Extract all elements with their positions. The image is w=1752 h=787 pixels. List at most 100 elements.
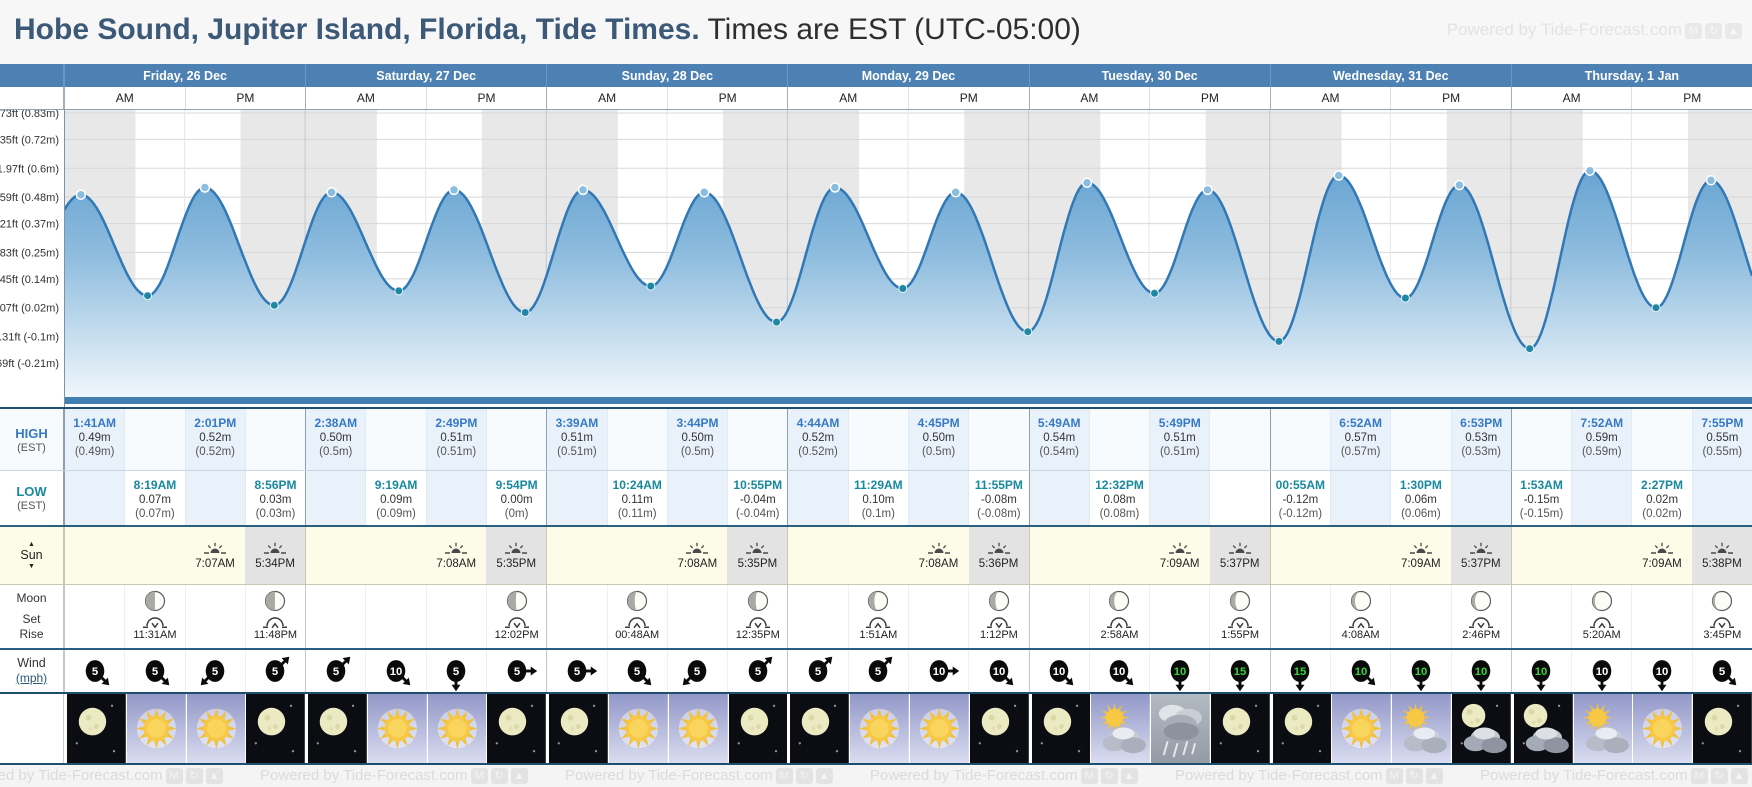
day-moon-group: 4:08AM 2:46PM [1269,585,1511,648]
moonset-time: 11:31AM [133,629,177,641]
day-wind-group: 10 10 10 15 [1028,650,1270,692]
day-moon-group: 1:51AM 1:12PM [787,585,1028,648]
moon-phase-icon [1229,590,1251,612]
day-header-cell: Tuesday, 30 Dec [1028,64,1270,87]
day-header-row: Friday, 26 Dec Saturday, 27 Dec Sunday, 28… [0,64,1752,87]
high-tide-cell: 6:53PM 0.53m (0.53m) [1450,409,1511,470]
sun-row-toggle[interactable]: ▲ Sun ▼ [20,541,42,570]
wind-speed: 5 [574,666,580,678]
wind-cell: 10 [1030,650,1089,692]
wind-speed: 10 [932,666,945,678]
wind-direction-arrow-icon: 5 [808,656,833,682]
sunrise-time: 7:08AM [918,558,959,570]
moon-cell [788,585,847,648]
tide-time: 2:27PM [1641,478,1684,492]
moon-cell [1512,585,1571,648]
tide-height: 0.52m [199,431,232,444]
wind-speed: 15 [1234,666,1247,678]
day-ampm-group: AM PM [1510,87,1752,109]
wind-cell: 5 [666,650,727,692]
weather-day-sunny-icon [367,694,427,763]
weather-day-sunny-icon [186,694,246,763]
wind-direction-arrow-icon: 5 [326,656,351,682]
moon-cell: 3:45PM [1691,585,1752,648]
moonset-time: 3:45PM [1703,629,1742,641]
weather-night-clear-icon [308,694,367,763]
wind-direction-arrow-icon: 5 [200,660,225,686]
weather-night-cloudy-icon [1513,694,1573,763]
sunset-time: 5:36PM [978,558,1019,570]
weather-day-partly-icon [1392,694,1452,763]
high-tide-cell: 5:49AM 0.54m (0.54m) [1029,409,1089,470]
am-label: AM [839,91,858,105]
high-tide-cell: 7:55PM 0.55m (0.55m) [1691,409,1752,470]
day-tide-group: 11:29AM 0.10m (0.1m) 11:55PM -0.08m (-0.08m) [787,471,1028,525]
wind-cell: 5 [727,650,787,692]
moonrise-time: 5:20AM [1582,629,1621,641]
tide-height: -0.12m [1282,493,1319,506]
weather-row-label-cell [0,694,64,763]
moon-phase-icon [1109,590,1130,612]
moon-cell: 5:20AM [1571,585,1631,648]
day-sun-group: 7:08AM 5:35PM [305,527,547,584]
weather-night-clear-icon [1210,694,1270,763]
day-tide-group: 10:24AM 0.11m (0.11m) 10:55PM -0.04m (-0.04m) [546,471,787,525]
wind-direction-arrow-icon: 10 [1049,660,1074,686]
weather-cell [908,694,969,763]
moon-phase-icon [988,590,1010,612]
wind-speed: 5 [755,666,761,678]
low-tide-cell [1450,471,1511,525]
weather-cell [366,694,427,763]
sunrise-time: 7:09AM [1159,558,1200,570]
day-wind-group: 5 5 5 5 [64,650,305,692]
watermark-badge-icon: ↻ [1705,22,1722,39]
watermark-badge-icon: M [1685,22,1702,39]
day-tide-group: 1:41AM 0.49m (0.49m) 2:01PM 0.52m (0.52m) [64,409,305,470]
watermark-badge-icon: ▲ [1425,768,1443,785]
weather-cell [849,694,909,763]
pm-label: PM [1149,87,1270,109]
moonset-time: 1:55PM [1221,629,1259,641]
weather-day-sunny-icon [126,694,186,763]
weather-cell [1572,694,1633,763]
sunrise-icon [1409,542,1432,554]
moon-cell [1631,585,1691,648]
moon-phase-icon [627,590,648,612]
moonset-icon [504,617,529,629]
tide-time: 7:55PM [1701,416,1744,430]
tide-height-alt: (0.07m) [135,507,175,520]
weather-night-clear-icon [1272,694,1332,763]
wind-units-link[interactable]: (mph) [15,671,48,685]
low-tide-cell [1571,471,1632,525]
wind-cell: 10 [1571,650,1631,692]
tide-height: 0.51m [560,431,593,444]
tide-height-alt: (0.08m) [1099,507,1140,520]
low-tide-cell: 8:56PM 0.03m (0.03m) [244,471,305,525]
wind-direction-arrow-icon: 5 [683,660,707,686]
am-label: AM [1321,91,1340,105]
tide-low-marker [1150,288,1159,298]
tide-height: 0.00m [500,493,533,506]
sunrise-cell: 7:07AM [185,527,245,584]
wind-direction-arrow-icon: 10 [1471,660,1491,692]
day-header-cell: Thursday, 1 Jan [1510,64,1752,87]
sunset-cell: 5:35PM [486,527,547,584]
wind-cell: 10 [1329,650,1390,692]
day-sun-group: 7:09AM 5:37PM [1028,527,1270,584]
sun-empty-cell [1572,527,1632,584]
tide-high-marker [75,189,87,200]
moon-phase-icon [506,590,527,612]
weather-row [0,692,1752,763]
tide-height-alt: (0.53m) [1461,445,1501,458]
tide-height: 0.52m [802,431,835,444]
moon-cell [425,585,486,648]
tide-time: 1:30PM [1399,478,1442,492]
weather-day-sunny-icon [909,694,969,763]
watermark-badge-icon: ▲ [815,768,833,785]
moon-cell: 11:48PM [244,585,305,648]
y-axis-label-area [0,110,64,407]
y-axis-tick-label: 2.35ft (0.72m) [0,134,59,146]
low-tide-cell [1149,471,1210,525]
tide-time: 11:55PM [974,478,1023,492]
moon-cell: 12:02PM [485,585,546,648]
